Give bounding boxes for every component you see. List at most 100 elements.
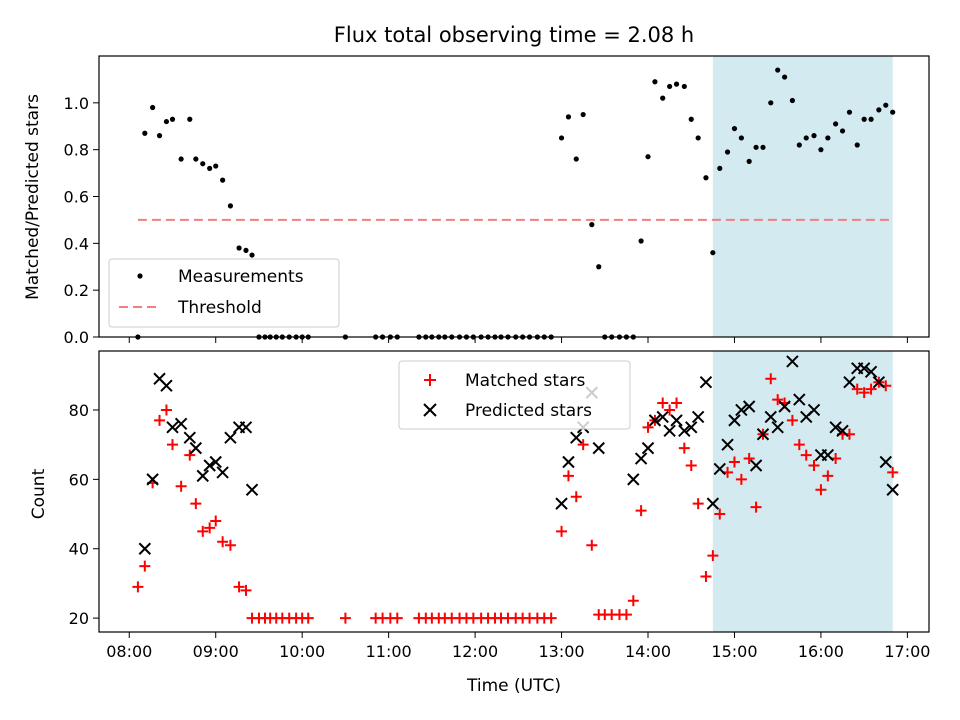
- measurement-point: [782, 74, 788, 80]
- measurement-point: [688, 116, 694, 122]
- matched-star-point: [577, 439, 589, 451]
- measurement-point: [710, 250, 716, 256]
- ytick-label: 0.2: [64, 281, 89, 300]
- bottom-panel: 20 40 60 80 08:00 09:00 10:00 11:00 12:00 13:00 1…: [29, 350, 930, 696]
- measurement-point: [811, 133, 817, 139]
- bottom-xticks: 08:00 09:00 10:00 11:00 12:00 13:00 14:00 15:00…: [106, 632, 930, 661]
- matched-star-point: [139, 560, 151, 572]
- matched-star-point: [160, 404, 172, 416]
- matched-star-point: [714, 508, 726, 520]
- matched-star-point: [224, 539, 236, 551]
- measurement-point: [213, 163, 219, 169]
- bottom-ylabel: Count: [29, 468, 49, 519]
- matched-star-point: [678, 442, 690, 454]
- matched-star-point: [700, 570, 712, 582]
- matched-star-point: [210, 515, 222, 527]
- legend-threshold-label: Threshold: [177, 298, 262, 318]
- predicted-star-point: [771, 421, 784, 434]
- chart-title: Flux total observing time = 2.08 h: [334, 23, 694, 47]
- measurement-point: [695, 135, 701, 141]
- matched-star-point: [808, 459, 820, 471]
- predicted-star-point: [807, 403, 821, 417]
- bottom-legend: Matched stars Predicted stars: [398, 360, 631, 430]
- ytick-label: 0.0: [64, 328, 89, 347]
- measurement-point: [150, 104, 156, 111]
- top-axes-frame: [98, 55, 930, 338]
- measurement-point: [596, 264, 602, 270]
- bottom-axes-frame: [98, 350, 930, 633]
- matched-star-point: [772, 394, 784, 406]
- measurement-point: [868, 116, 874, 122]
- matched-star-point: [728, 456, 740, 468]
- predicted-star-point: [634, 452, 648, 465]
- top-legend-box: [108, 258, 340, 328]
- measurement-point: [796, 142, 802, 148]
- measurement-point: [200, 161, 206, 167]
- xtick-label: 17:00: [884, 642, 930, 661]
- predicted-star-point: [216, 466, 229, 479]
- legend-predicted-marker: [423, 403, 437, 417]
- ytick-label: 20: [69, 609, 89, 628]
- matched-star-point: [815, 484, 827, 496]
- predicted-star-point: [778, 400, 791, 413]
- predicted-star-point: [843, 376, 856, 389]
- matched-star-point: [765, 373, 777, 385]
- matched-star-point: [197, 525, 209, 537]
- measurement-point: [558, 135, 565, 141]
- legend-matched-marker: [424, 374, 436, 386]
- predicted-star-point: [699, 376, 713, 389]
- measurement-point: [724, 149, 731, 155]
- predicted-star-point: [562, 455, 575, 469]
- predicted-star-point: [742, 400, 756, 413]
- matched-star-point: [851, 383, 863, 395]
- predicted-star-point: [713, 462, 726, 476]
- xtick-label: 09:00: [193, 642, 239, 661]
- ytick-label: 40: [69, 540, 89, 559]
- matched-star-point: [793, 439, 805, 451]
- ytick-label: 0.6: [64, 188, 89, 207]
- matched-star-point: [586, 539, 598, 551]
- predicted-star-point: [663, 424, 676, 437]
- predicted-star-point: [592, 441, 605, 455]
- ytick-label: 60: [69, 470, 89, 489]
- measurement-point: [565, 114, 572, 120]
- top-points: [135, 67, 896, 340]
- matched-star-point: [132, 581, 144, 593]
- measurement-point: [833, 121, 839, 127]
- xtick-label: 16:00: [798, 642, 844, 661]
- predicted-star-point: [670, 414, 683, 427]
- matched-star-point: [750, 501, 762, 513]
- matched-star-point: [642, 421, 654, 433]
- measurement-point: [220, 177, 226, 183]
- predicted-star-point: [872, 376, 886, 389]
- matched-star-point: [620, 609, 632, 621]
- matched-star-point: [735, 473, 747, 485]
- matched-star-point: [233, 581, 245, 593]
- predicted-star-point: [146, 473, 159, 486]
- predicted-star-point: [160, 379, 173, 392]
- measurement-point: [638, 238, 644, 244]
- xtick-label: 14:00: [625, 642, 671, 661]
- bottom-points: [132, 355, 899, 624]
- measurement-point: [660, 95, 666, 101]
- measurement-point: [738, 135, 744, 141]
- measurement-point: [589, 222, 595, 228]
- predicted-star-point: [209, 455, 222, 469]
- matched-star-point: [822, 470, 834, 482]
- predicted-star-point: [555, 497, 568, 510]
- predicted-star-point: [648, 414, 662, 427]
- matched-star-point: [570, 491, 582, 503]
- matched-star-point: [217, 536, 229, 548]
- predicted-star-point: [756, 428, 770, 441]
- matched-star-point: [707, 550, 719, 562]
- measurement-point: [227, 203, 234, 209]
- measurement-point: [803, 135, 809, 141]
- legend-predicted-label: Predicted stars: [465, 401, 592, 421]
- ytick-label: 0.4: [64, 234, 89, 253]
- measurement-point: [825, 135, 831, 141]
- predicted-star-point: [764, 410, 777, 424]
- measurement-point: [681, 83, 687, 90]
- predicted-star-point: [721, 438, 734, 451]
- bottom-legend-box: [398, 360, 631, 430]
